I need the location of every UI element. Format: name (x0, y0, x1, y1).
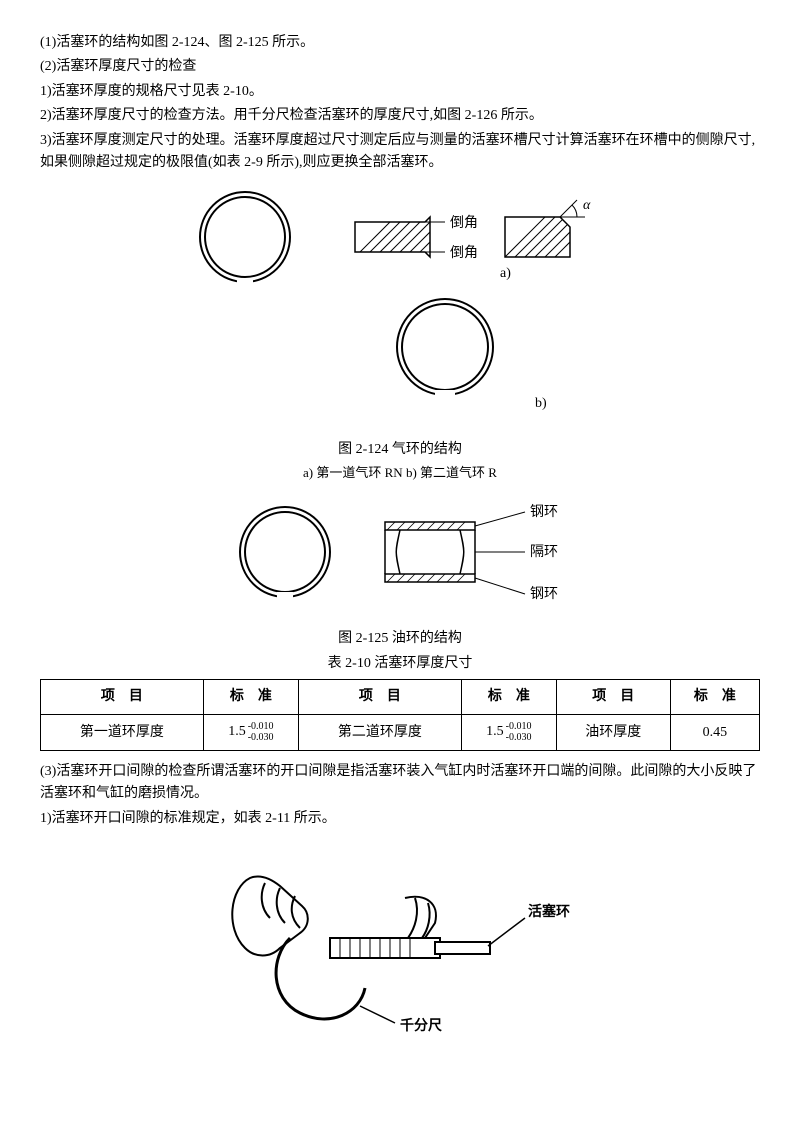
figure-2-124-caption: 图 2-124 气环的结构 (40, 439, 760, 461)
td-r2-val: 1.5-0.010-0.030 (461, 715, 556, 751)
td-r1-val: 1.5-0.010-0.030 (203, 715, 298, 751)
svg-text:活塞环: 活塞环 (528, 903, 570, 920)
th-item: 项 目 (556, 680, 670, 715)
figure-2-125-caption: 图 2-125 油环的结构 (40, 628, 760, 650)
svg-text:倒角: 倒角 (450, 215, 478, 231)
td-r3-item: 油环厚度 (556, 715, 670, 751)
th-std: 标 准 (203, 680, 298, 715)
svg-text:钢环: 钢环 (530, 504, 558, 520)
svg-text:b): b) (535, 396, 547, 411)
table-2-10: 项 目 标 准 项 目 标 准 项 目 标 准 第一道环厚度 1.5-0.010… (40, 679, 760, 751)
svg-text:千分尺: 千分尺 (400, 1017, 442, 1034)
th-item: 项 目 (41, 680, 204, 715)
paragraph: 3)活塞环厚度测定尺寸的处理。活塞环厚度超过尺寸测定后应与测量的活塞环槽尺寸计算… (40, 130, 760, 175)
svg-text:倒角: 倒角 (450, 245, 478, 261)
table-2-10-caption: 表 2-10 活塞环厚度尺寸 (40, 653, 760, 675)
td-r1-item: 第一道环厚度 (41, 715, 204, 751)
paragraph: 1)活塞环开口间隙的标准规定，如表 2-11 所示。 (40, 808, 760, 830)
figure-2-124: 倒角 倒角 α a) b) (40, 182, 760, 430)
figure-2-124-subcaption: a) 第一道气环 RN b) 第二道气环 R (40, 463, 760, 484)
paragraph: 2)活塞环厚度尺寸的检查方法。用千分尺检查活塞环的厚度尺寸,如图 2-126 所… (40, 105, 760, 127)
svg-text:a): a) (500, 266, 511, 281)
paragraph: (1)活塞环的结构如图 2-124、图 2-125 所示。 (40, 32, 760, 54)
svg-text:隔环: 隔环 (530, 544, 558, 560)
th-std: 标 准 (461, 680, 556, 715)
figure-2-126: 活塞环 千分尺 (40, 838, 760, 1056)
figure-2-125: 钢环 隔环 钢环 (40, 492, 760, 620)
td-r3-val: 0.45 (670, 715, 759, 751)
svg-text:钢环: 钢环 (530, 586, 558, 602)
paragraph: (3)活塞环开口间隙的检查所谓活塞环的开口间隙是指活塞环装入气缸内时活塞环开口端… (40, 761, 760, 806)
td-r2-item: 第二道环厚度 (298, 715, 461, 751)
paragraph: 1)活塞环厚度的规格尺寸见表 2-10。 (40, 81, 760, 103)
svg-text:α: α (583, 198, 591, 213)
th-item: 项 目 (298, 680, 461, 715)
paragraph: (2)活塞环厚度尺寸的检查 (40, 56, 760, 78)
th-std: 标 准 (670, 680, 759, 715)
